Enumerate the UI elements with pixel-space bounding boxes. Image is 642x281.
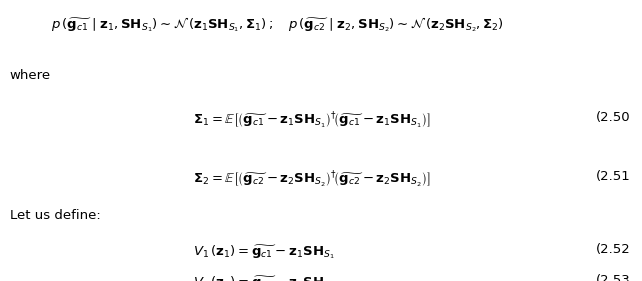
Text: $V_2\,(\mathbf{z}_2) = \widetilde{\mathbf{g}_{c2}} - \mathbf{z}_2\mathbf{SH}_{S_: $V_2\,(\mathbf{z}_2) = \widetilde{\mathb… bbox=[193, 274, 334, 281]
Text: where: where bbox=[10, 69, 51, 82]
Text: $V_1\,(\mathbf{z}_1) = \widetilde{\mathbf{g}_{c1}} - \mathbf{z}_1\mathbf{SH}_{S_: $V_1\,(\mathbf{z}_1) = \widetilde{\mathb… bbox=[193, 243, 334, 261]
Text: (2.51: (2.51 bbox=[596, 170, 630, 183]
Text: (2.53: (2.53 bbox=[596, 274, 630, 281]
Text: Let us define:: Let us define: bbox=[10, 209, 100, 222]
Text: $\boldsymbol{\Sigma}_1 = \mathbb{E}\left[\left(\widetilde{\mathbf{g}_{c1}} - \ma: $\boldsymbol{\Sigma}_1 = \mathbb{E}\left… bbox=[193, 111, 430, 131]
Text: $p\,(\widetilde{\mathbf{g}_{c1}} \mid \mathbf{z}_1, \mathbf{SH}_{S_1}) \sim \mat: $p\,(\widetilde{\mathbf{g}_{c1}} \mid \m… bbox=[51, 15, 505, 34]
Text: (2.52: (2.52 bbox=[596, 243, 630, 256]
Text: $\boldsymbol{\Sigma}_2 = \mathbb{E}\left[\left(\widetilde{\mathbf{g}_{c2}} - \ma: $\boldsymbol{\Sigma}_2 = \mathbb{E}\left… bbox=[193, 170, 430, 190]
Text: (2.50: (2.50 bbox=[596, 111, 630, 124]
